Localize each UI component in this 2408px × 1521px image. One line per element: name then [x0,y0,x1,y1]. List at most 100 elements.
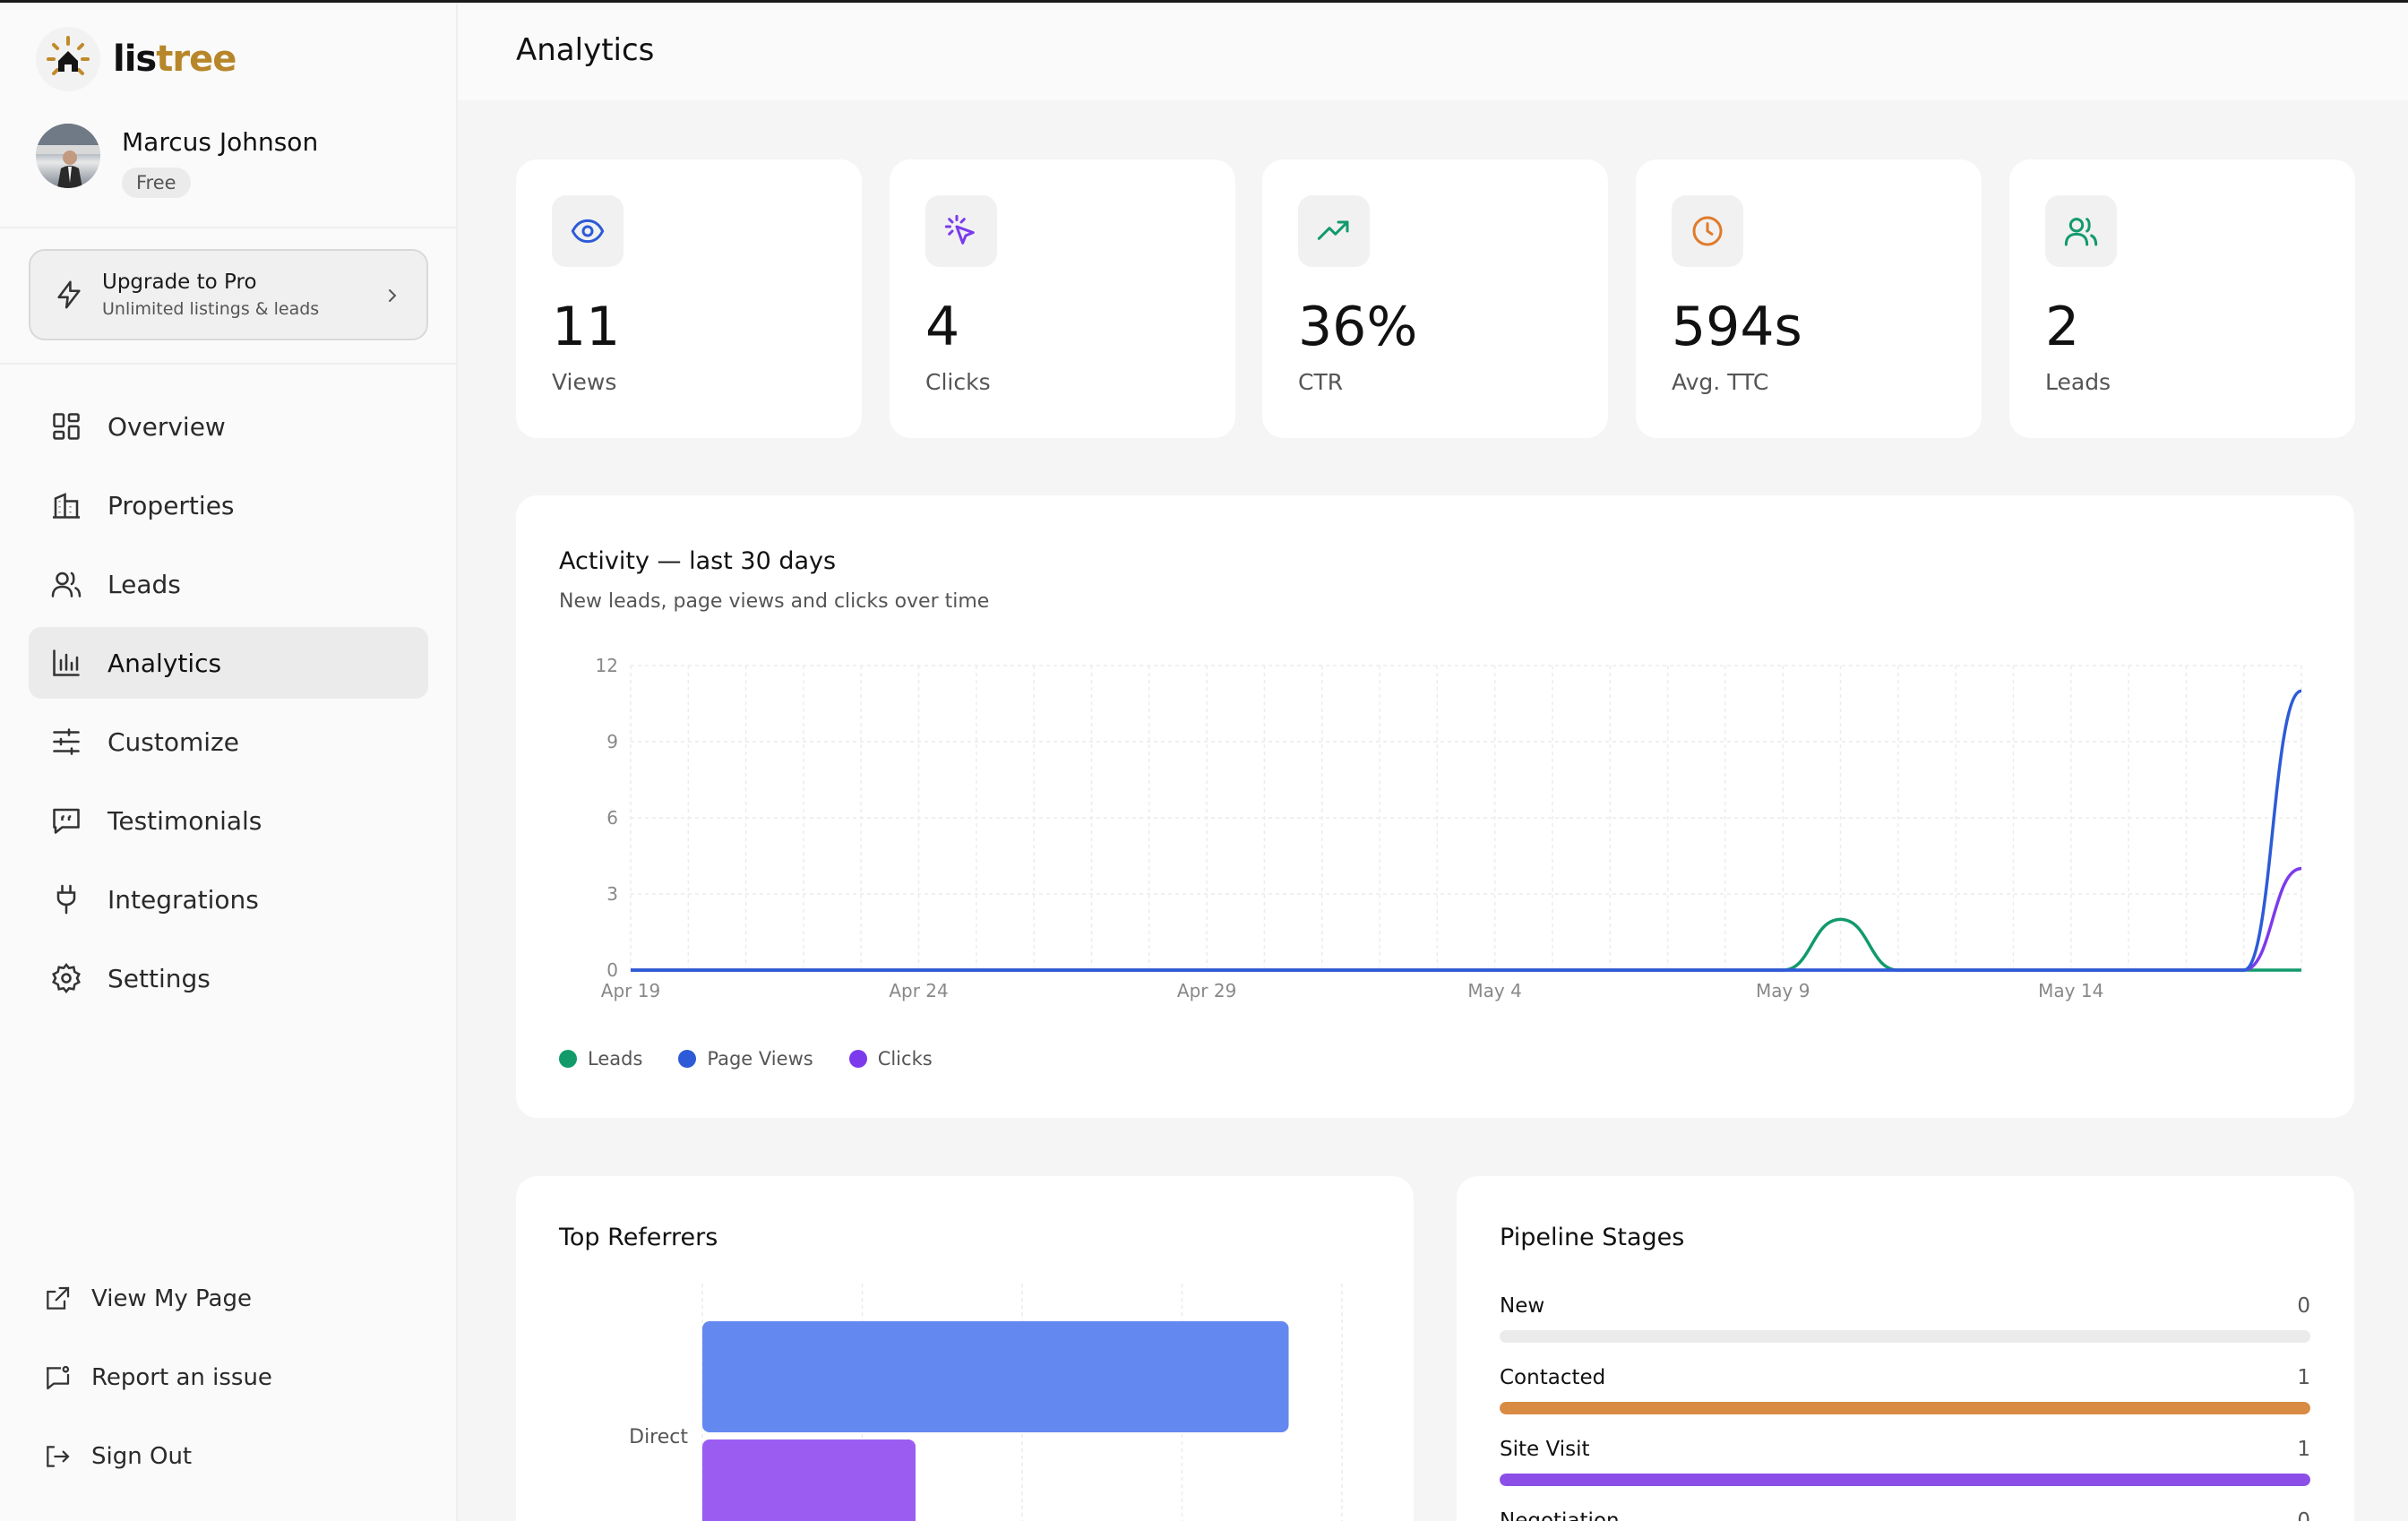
sidebar-item-customize[interactable]: Customize [29,706,428,778]
stage-label: Contacted [1500,1366,1606,1389]
y-tick-label: 0 [606,959,618,981]
kpi-label: Clicks [925,369,991,395]
main-nav: Overview Properties Leads Analytics Cust… [29,391,428,1021]
y-tick-label: 12 [596,655,618,676]
sliders-icon [48,724,84,760]
users-icon [48,566,84,602]
stage-negotiation: Negotiation 0 [1500,1509,2310,1521]
y-tick-label: 3 [606,883,618,905]
legend-item-clicks[interactable]: Clicks [848,1048,933,1070]
sidebar-item-label: Integrations [108,884,259,915]
kpi-label: CTR [1298,369,1344,395]
kpi-value: 11 [552,296,621,358]
view-my-page-label: View My Page [91,1285,252,1312]
series-line-page-views[interactable] [630,689,2302,972]
kpi-card-ctr: 36% CTR [1262,159,1608,438]
series-line-clicks[interactable] [630,866,2302,972]
kpi-value: 2 [2045,296,2080,358]
referrers-bar-chart: Direct [629,1284,1343,1521]
sidebar-item-label: Properties [108,490,235,520]
sidebar-item-label: Settings [108,963,211,993]
plug-icon [48,881,84,917]
avatar [36,124,100,188]
kpi-card-leads: 2 Leads [2009,159,2355,438]
gear-icon [48,960,84,996]
stage-progress-track [1500,1402,2310,1414]
kpi-value: 36% [1298,296,1418,358]
legend-item-leads[interactable]: Leads [559,1048,642,1070]
sidebar-item-leads[interactable]: Leads [29,548,428,620]
stage-contacted: Contacted 1 [1500,1366,2310,1414]
activity-card: Activity — last 30 days New leads, page … [516,495,2354,1118]
kpi-value: 4 [925,296,960,358]
x-tick-label: May 4 [1467,980,1521,1001]
stage-count: 1 [2297,1438,2310,1461]
legend-dot [848,1050,867,1068]
y-tick-label: 9 [606,731,618,752]
activity-title: Activity — last 30 days [559,547,837,575]
sidebar-footer: View My Page Report an issue Sign Out [29,1263,428,1500]
x-tick-label: Apr 29 [1177,980,1236,1001]
upgrade-subtitle: Unlimited listings & leads [102,299,320,319]
brand-logo[interactable]: listree [36,27,236,91]
x-tick-label: May 9 [1756,980,1810,1001]
top-referrers-card: Top Referrers Direct [516,1176,1414,1521]
sidebar-item-label: Overview [108,411,226,442]
page-title: Analytics [516,32,655,68]
quote-icon [48,803,84,838]
view-my-page-link[interactable]: View My Page [29,1263,428,1335]
brand-name: listree [113,39,236,80]
stage-count: 0 [2297,1294,2310,1318]
legend-label: Clicks [877,1048,933,1070]
sidebar-item-label: Testimonials [108,805,262,836]
chart-legend: Leads Page Views Clicks [559,1048,933,1070]
legend-item-page-views[interactable]: Page Views [678,1048,813,1070]
legend-label: Leads [588,1048,643,1070]
kpi-value: 594s [1672,296,1802,358]
kpi-label: Avg. TTC [1672,369,1769,395]
kpi-card-clicks: 4 Clicks [890,159,1235,438]
kpi-card-views: 11 Views [516,159,862,438]
report-issue-link[interactable]: Report an issue [29,1342,428,1414]
lightning-icon [57,280,81,309]
series-line-leads[interactable] [630,917,2301,972]
sign-out-button[interactable]: Sign Out [29,1421,428,1492]
plan-badge: Free [122,168,191,198]
eye-icon [552,195,624,267]
report-issue-label: Report an issue [91,1364,272,1391]
stage-progress-fill [1500,1402,2310,1414]
x-tick-label: Apr 19 [601,980,660,1001]
sidebar-item-properties[interactable]: Properties [29,469,428,541]
sidebar: listree Marcus Johnson Free Upgrade to P… [0,0,458,1521]
upgrade-title: Upgrade to Pro [102,271,257,294]
external-link-icon [41,1283,73,1315]
sidebar-item-testimonials[interactable]: Testimonials [29,785,428,856]
legend-dot [559,1050,577,1068]
x-tick-label: May 14 [2038,980,2103,1001]
sign-out-icon [41,1440,73,1473]
divider [0,227,456,228]
pipeline-title: Pipeline Stages [1500,1224,1685,1251]
sidebar-item-label: Leads [108,569,181,599]
sidebar-item-settings[interactable]: Settings [29,942,428,1014]
user-profile[interactable]: Marcus Johnson Free [36,124,318,198]
stage-new: New 0 [1500,1294,2310,1343]
x-tick-label: Apr 24 [889,980,948,1001]
referrer-bar[interactable] [702,1321,1289,1432]
referrer-bar[interactable] [702,1439,916,1521]
pipeline-card: Pipeline Stages New 0 Contacted 1 Site Vis… [1457,1176,2354,1521]
activity-line-chart: 0 3 6 9 12 Apr 19 Apr 24 Apr 29 May 4 May 9 May 14 [596,655,2302,1001]
upgrade-button[interactable]: Upgrade to Pro Unlimited listings & lead… [29,249,428,340]
sidebar-item-integrations[interactable]: Integrations [29,864,428,935]
stage-site-visit: Site Visit 1 [1500,1438,2310,1486]
bar-chart-icon [48,645,84,681]
y-tick-label: 6 [606,807,618,829]
chevron-right-icon [389,289,397,302]
grid-icon [48,408,84,444]
stage-progress-fill [1500,1474,2310,1486]
users-icon [2045,195,2117,267]
sidebar-item-overview[interactable]: Overview [29,391,428,462]
stage-progress-track [1500,1330,2310,1343]
trending-up-icon [1298,195,1370,267]
sidebar-item-analytics[interactable]: Analytics [29,627,428,699]
